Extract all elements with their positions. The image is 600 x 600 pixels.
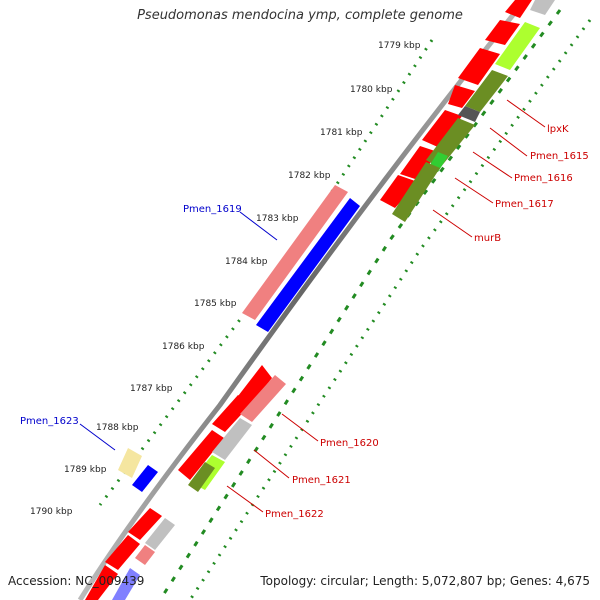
gene-feature[interactable] [495, 22, 540, 70]
gene-feature[interactable] [458, 48, 500, 85]
label-leader [239, 211, 278, 241]
tick-label: 1780 kbp [350, 85, 393, 95]
gene-label-pmen-1617[interactable]: Pmen_1617 [495, 199, 554, 210]
genome-backbone [77, 0, 527, 600]
outer-tick-ring [98, 39, 434, 506]
gene-feature[interactable] [530, 0, 555, 15]
gene-pmen-1619[interactable] [256, 198, 360, 332]
label-leader [506, 99, 546, 128]
label-leader [472, 151, 513, 179]
tick-label: 1782 kbp [288, 171, 331, 181]
gene-feature[interactable] [112, 568, 140, 600]
gene-feature[interactable] [188, 462, 215, 492]
tick-label: 1790 kbp [30, 507, 73, 517]
lower-gene-cluster[interactable] [85, 508, 175, 600]
gene-feature[interactable] [465, 70, 508, 112]
label-leader [253, 449, 290, 479]
gene-feature[interactable] [85, 565, 118, 600]
tick-label: 1783 kbp [256, 214, 299, 224]
gene-feature[interactable] [235, 365, 272, 408]
gene-feature[interactable] [178, 430, 224, 480]
gene-feature[interactable] [128, 508, 162, 540]
gene-feature[interactable] [448, 85, 475, 108]
gene-pmen-1623[interactable] [132, 465, 158, 492]
tick-label: 1787 kbp [130, 384, 173, 394]
gene-label-pmen-1621[interactable]: Pmen_1621 [292, 475, 351, 486]
gene-pmen-1619-highlight[interactable] [242, 185, 348, 320]
gene-feature[interactable] [105, 535, 140, 570]
gene-pmen-1623-highlight[interactable] [118, 448, 142, 478]
tick-label: 1781 kbp [320, 128, 363, 138]
gene-label-pmen-1622[interactable]: Pmen_1622 [265, 509, 324, 520]
label-leader [281, 413, 319, 442]
gene-feature[interactable] [422, 110, 462, 148]
tick-label: 1779 kbp [378, 41, 421, 51]
gene-feature[interactable] [240, 375, 286, 422]
tick-labels: 1779 kbp 1780 kbp 1781 kbp 1782 kbp 1783… [30, 41, 421, 517]
tick-label: 1785 kbp [194, 299, 237, 309]
middle-gene-cluster[interactable] [178, 365, 286, 492]
gene-feature[interactable] [505, 0, 532, 18]
tick-label: 1784 kbp [225, 257, 268, 267]
gene-feature[interactable] [400, 146, 438, 180]
gene-feature[interactable] [380, 175, 418, 208]
gene-label-pmen-1619[interactable]: Pmen_1619 [183, 204, 242, 215]
gene-feature[interactable] [212, 418, 252, 460]
gene-label-lpxk[interactable]: lpxK [547, 124, 569, 135]
gene-feature[interactable] [212, 395, 250, 432]
gene-feature[interactable] [485, 20, 520, 45]
tick-label: 1786 kbp [162, 342, 205, 352]
gene-label-pmen-1615[interactable]: Pmen_1615 [530, 151, 589, 162]
gene-label-pmen-1620[interactable]: Pmen_1620 [320, 438, 379, 449]
gene-label-murb[interactable]: murB [474, 233, 501, 244]
gene-feature[interactable] [135, 545, 155, 565]
gene-label-pmen-1623[interactable]: Pmen_1623 [20, 416, 79, 427]
label-leader [489, 127, 528, 157]
upper-gene-cluster[interactable] [380, 0, 555, 222]
genome-summary-text: Topology: circular; Length: 5,072,807 bp… [260, 574, 590, 588]
accession-text: Accession: NC_009439 [8, 574, 145, 588]
label-leader [432, 209, 473, 238]
gene-feature[interactable] [145, 518, 175, 550]
tick-label: 1788 kbp [96, 423, 139, 433]
gene-feature[interactable] [458, 106, 480, 122]
map-title: Pseudomonas mendocina ymp, complete geno… [137, 8, 463, 23]
label-leader [79, 423, 116, 451]
tick-label: 1789 kbp [64, 465, 107, 475]
gene-label-pmen-1616[interactable]: Pmen_1616 [514, 173, 573, 184]
label-leader [226, 485, 264, 513]
gene-feature[interactable] [392, 162, 440, 222]
label-leader [454, 177, 494, 204]
